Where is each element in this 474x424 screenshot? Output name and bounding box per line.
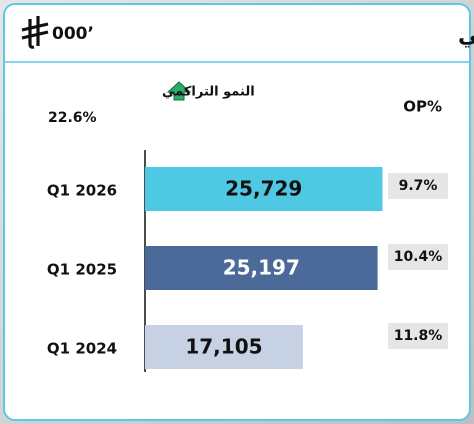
unit-label: 000’ — [52, 24, 94, 44]
chart-title: الربح التشغيلي — [458, 23, 474, 48]
op-box — [388, 244, 448, 270]
category-label: Q1 2024 — [47, 340, 117, 358]
bar — [145, 325, 303, 369]
op-label: 9.7% — [399, 178, 438, 194]
bar — [145, 246, 378, 290]
category-label: Q1 2026 — [47, 182, 117, 200]
op-label: 10.4% — [394, 249, 443, 265]
growth-label: النمو التراكمي — [162, 85, 255, 100]
growth-arrow — [166, 81, 192, 101]
growth-value: 22.6% — [48, 110, 97, 126]
value-label: 17,105 — [185, 335, 262, 359]
currency-symbol — [21, 16, 49, 49]
category-label: Q1 2025 — [47, 261, 117, 279]
op-header: OP% — [403, 98, 442, 116]
value-label: 25,197 — [223, 256, 300, 280]
op-box — [388, 323, 448, 349]
op-label: 11.8% — [394, 328, 443, 344]
card — [3, 3, 471, 421]
value-label: 25,729 — [225, 177, 302, 201]
bar — [145, 167, 383, 211]
op-box — [388, 173, 448, 199]
